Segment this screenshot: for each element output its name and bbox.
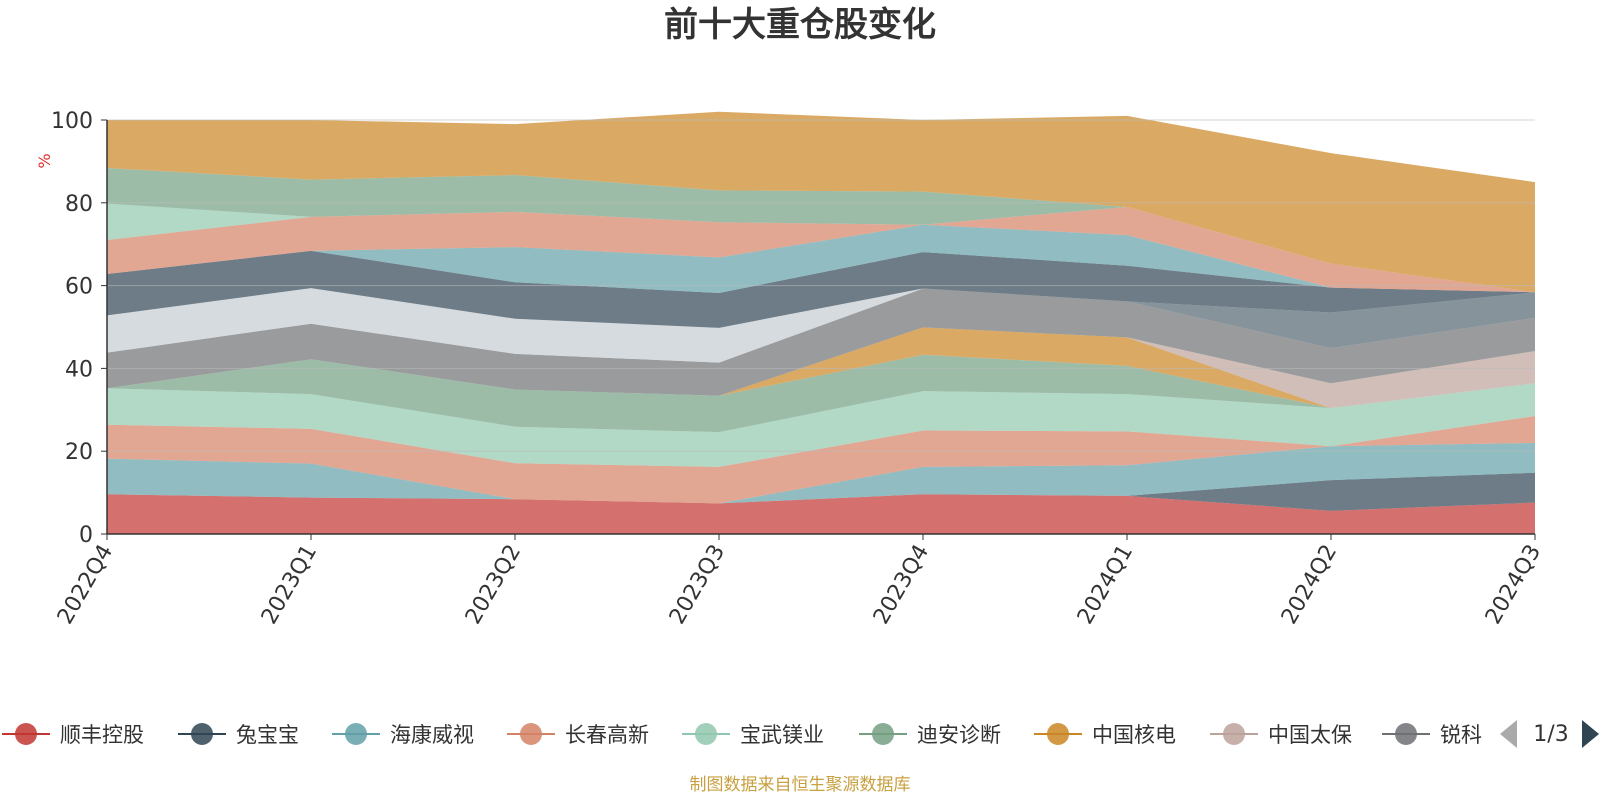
y-tick-label: 20 [65,440,93,465]
legend-label: 兔宝宝 [236,723,299,747]
source-note: 制图数据来自恒生聚源数据库 [690,775,911,795]
y-tick-label: 40 [65,357,93,382]
legend-item[interactable]: 长春高新 [507,723,649,747]
legend-marker-icon [345,723,367,745]
x-tick-label: 2023Q4 [869,541,934,629]
x-tick-label: 2024Q3 [1481,541,1546,629]
x-tick-label: 2024Q1 [1073,541,1138,629]
y-tick-label: 80 [65,192,93,217]
legend-item[interactable]: 中国太保 [1210,723,1352,747]
legend-label: 迪安诊断 [917,723,1001,747]
y-tick-label: 60 [65,275,93,300]
legend-label: 顺丰控股 [60,723,144,747]
legend-label: 宝武镁业 [740,723,824,747]
legend-item[interactable]: 顺丰控股 [2,723,144,747]
y-tick-label: 100 [51,109,93,134]
legend-page-indicator: 1/3 [1533,722,1568,747]
legend-marker-icon [695,723,717,745]
chart-title: 前十大重仓股变化 [664,5,936,45]
legend-marker-icon [1395,723,1417,745]
legend-marker-icon [15,723,37,745]
legend-marker-icon [520,723,542,745]
stacked-area-chart: 前十大重仓股变化 % 0 20 40 60 80 100 2022Q4 2023Q1 2023Q… [0,0,1600,800]
legend-marker-icon [1047,723,1069,745]
legend-item[interactable]: 兔宝宝 [178,723,299,747]
legend: 顺丰控股兔宝宝海康威视长春高新宝武镁业迪安诊断中国核电中国太保锐科激光1/3 [2,712,1600,758]
legend-marker-icon [872,723,894,745]
y-tick-label: 0 [79,523,93,548]
legend-item[interactable]: 迪安诊断 [859,723,1001,747]
legend-label: 长春高新 [565,723,649,747]
legend-label: 海康威视 [390,723,474,747]
legend-marker-icon [191,723,213,745]
y-axis-unit: % [35,153,54,168]
x-tick-label: 2022Q4 [53,541,118,629]
x-tick-label: 2024Q2 [1277,541,1342,629]
legend-item[interactable]: 海康威视 [332,723,474,747]
legend-marker-icon [1223,723,1245,745]
legend-label: 中国太保 [1268,723,1352,747]
x-tick-label: 2023Q3 [665,541,730,629]
legend-item[interactable]: 中国核电 [1034,723,1176,747]
area-layers [107,112,1535,534]
x-tick-label: 2023Q1 [257,541,322,629]
legend-label: 中国核电 [1092,723,1176,747]
x-tick-label: 2023Q2 [461,541,526,629]
legend-item[interactable]: 宝武镁业 [682,723,824,747]
